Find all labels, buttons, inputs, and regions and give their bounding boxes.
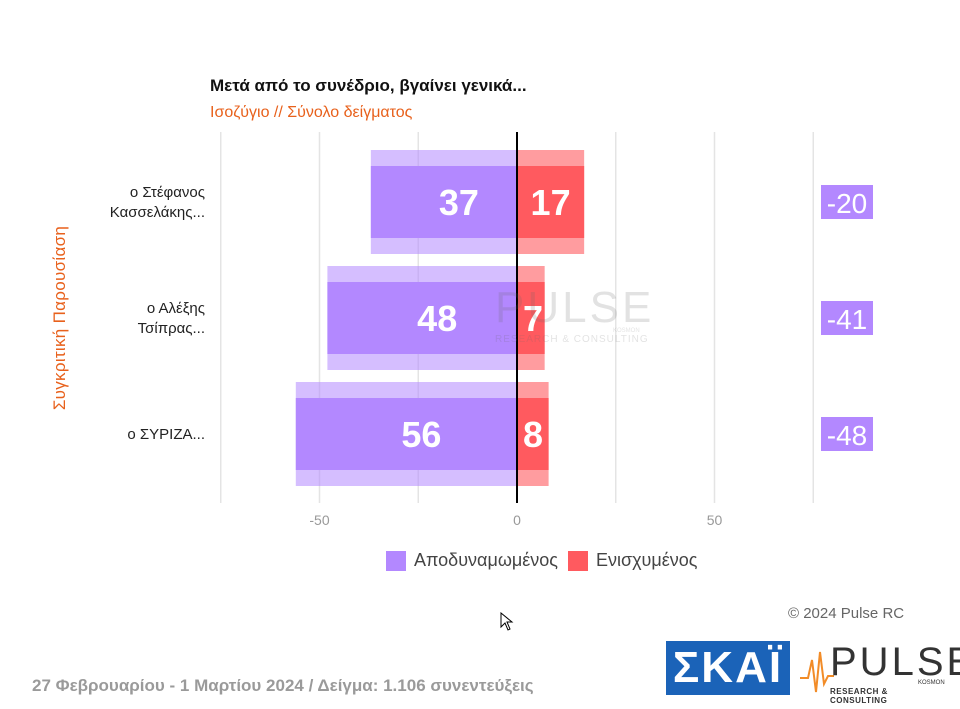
data-label-strengthened: 7 [523,298,543,339]
bar-weakened [295,398,517,470]
chart-title: Μετά από το συνέδριο, βγαίνει γενικά... [210,76,527,95]
legend-swatch-weakened [386,550,406,571]
survey-footer: 27 Φεβρουαρίου - 1 Μαρτίου 2024 / Δείγμα… [32,676,534,695]
category-label: Τσίπρας... [138,320,205,337]
skai-logo-text: ΣΚΑΪ [672,643,784,692]
bar-weakened [370,166,517,238]
pulse-watermark: PULSE RESEARCH & CONSULTING KOSMON [495,283,654,345]
pulse-logo-sub: RESEARCH & CONSULTING [830,687,888,705]
legend-swatch-strengthened [567,550,588,571]
pulse-logo-word: PULSE [830,640,960,684]
x-tick-label: 0 [513,512,521,528]
watermark-sub: RESEARCH & CONSULTING [495,334,649,345]
legend-item-strengthened: Ενισχυμένος [567,550,698,571]
skai-logo: ΣΚΑΪ [666,641,790,695]
pulse-wave-icon [800,651,834,693]
balance-badge [821,301,873,335]
balance-value: -41 [827,304,867,335]
legend-label-strengthened: Ενισχυμένος [595,550,698,570]
chart-legend: Αποδυναμωμένος Ενισχυμένος [386,550,707,571]
bar-strengthened [517,166,585,238]
category-label: ο Στέφανος [130,184,205,201]
balance-value: -48 [827,420,867,451]
legend-item-weakened: Αποδυναμωμένος [386,550,558,571]
balance-value: -20 [827,188,867,219]
pulse-logo: PULSE KOSMON RESEARCH & CONSULTING [800,640,960,705]
legend-label-weakened: Αποδυναμωμένος [414,550,558,570]
balance-badge [821,185,873,219]
chart-subtitle: Ισοζύγιο // Σύνολο δείγματος [210,104,413,121]
data-label-weakened: 48 [417,298,457,339]
diverging-bar-chart: -50 0 50 37 17 ο Στέφανος Κασσελάκης... -20 48 7 ο… [110,132,873,528]
bar-weakened [327,282,517,354]
data-label-strengthened: 8 [523,414,543,455]
data-label-weakened: 37 [439,182,479,223]
category-label: ο Αλέξης [147,300,205,317]
watermark-small: KOSMON [613,328,640,334]
mouse-cursor-icon [500,612,514,631]
balance-badge [821,417,873,451]
watermark-word: PULSE [495,283,654,332]
category-label: ο ΣΥΡΙΖΑ... [127,426,205,443]
data-label-weakened: 56 [401,414,441,455]
pulse-logo-small: KOSMON [918,680,945,686]
x-tick-label: -50 [309,512,329,528]
copyright-text: © 2024 Pulse RC [788,605,905,622]
x-tick-label: 50 [707,512,723,528]
bar-strengthened [517,398,549,470]
bar-strengthened [517,282,545,354]
data-label-strengthened: 17 [531,182,571,223]
category-label: Κασσελάκης... [110,204,205,221]
